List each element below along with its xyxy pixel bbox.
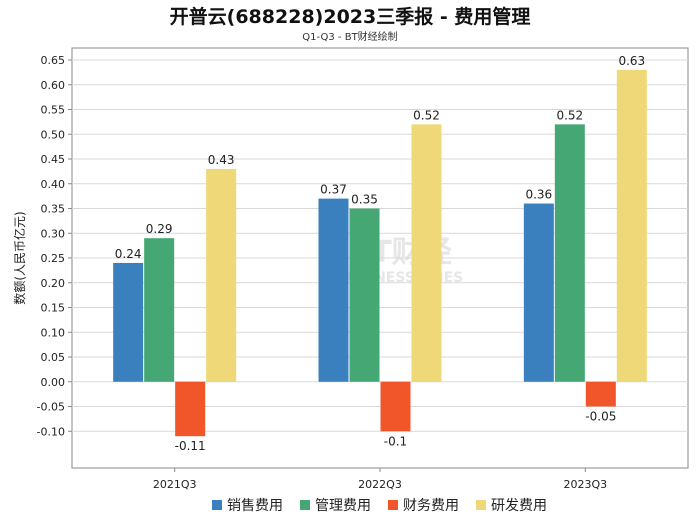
legend-swatch bbox=[212, 500, 222, 510]
y-tick-label: 0.65 bbox=[41, 54, 66, 67]
data-label: 0.24 bbox=[115, 247, 142, 261]
y-tick-label: -0.05 bbox=[37, 401, 65, 414]
y-axis-label: 数额(人民币亿元) bbox=[12, 211, 27, 304]
y-tick-label: 0.30 bbox=[41, 227, 66, 240]
data-label: 0.36 bbox=[525, 188, 552, 202]
data-label: 0.43 bbox=[208, 153, 235, 167]
x-tick-label: 2023Q3 bbox=[564, 478, 608, 491]
bar bbox=[523, 203, 554, 382]
y-tick-label: 0.25 bbox=[41, 252, 66, 265]
legend-swatch bbox=[388, 500, 398, 510]
y-tick-label: 0.40 bbox=[41, 178, 66, 191]
data-label: 0.52 bbox=[413, 108, 440, 122]
bar bbox=[206, 168, 237, 382]
data-label: -0.05 bbox=[585, 410, 616, 424]
y-tick-label: 0.60 bbox=[41, 79, 66, 92]
data-label: 0.52 bbox=[556, 108, 583, 122]
bar bbox=[380, 381, 411, 432]
y-tick-label: 0.05 bbox=[41, 351, 66, 364]
legend-label: 管理费用 bbox=[315, 498, 371, 514]
y-tick-label: -0.10 bbox=[37, 425, 65, 438]
legend-label: 销售费用 bbox=[227, 498, 283, 514]
y-tick-label: 0.20 bbox=[41, 277, 66, 290]
legend-label: 研发费用 bbox=[491, 498, 547, 514]
y-tick-label: 0.00 bbox=[41, 376, 66, 389]
chart-subtitle: Q1-Q3 - BT财经绘制 bbox=[302, 32, 398, 43]
y-tick-label: 0.55 bbox=[41, 104, 66, 117]
x-tick-label: 2022Q3 bbox=[358, 478, 402, 491]
bar bbox=[175, 381, 206, 437]
bar bbox=[144, 238, 175, 382]
y-tick-label: 0.35 bbox=[41, 203, 66, 216]
chart-title: 开普云(688228)2023三季报 - 费用管理 bbox=[169, 6, 531, 28]
legend-swatch bbox=[300, 500, 310, 510]
data-label: 0.37 bbox=[320, 183, 347, 197]
data-label: -0.1 bbox=[384, 434, 407, 448]
y-tick-label: 0.45 bbox=[41, 153, 66, 166]
bar bbox=[411, 124, 442, 382]
data-label: 0.29 bbox=[146, 222, 173, 236]
x-tick-label: 2021Q3 bbox=[153, 478, 197, 491]
data-label: 0.63 bbox=[618, 54, 645, 68]
data-label: 0.35 bbox=[351, 193, 378, 207]
y-tick-label: 0.50 bbox=[41, 128, 66, 141]
y-tick-label: 0.10 bbox=[41, 326, 66, 339]
bar bbox=[113, 262, 144, 382]
bar bbox=[616, 69, 647, 382]
bar bbox=[585, 381, 616, 407]
bar bbox=[349, 208, 380, 382]
legend-swatch bbox=[476, 500, 486, 510]
data-label: -0.11 bbox=[175, 439, 206, 453]
bar bbox=[554, 124, 585, 382]
bar bbox=[318, 198, 349, 382]
y-tick-label: 0.15 bbox=[41, 302, 66, 315]
legend-label: 财务费用 bbox=[403, 498, 459, 514]
